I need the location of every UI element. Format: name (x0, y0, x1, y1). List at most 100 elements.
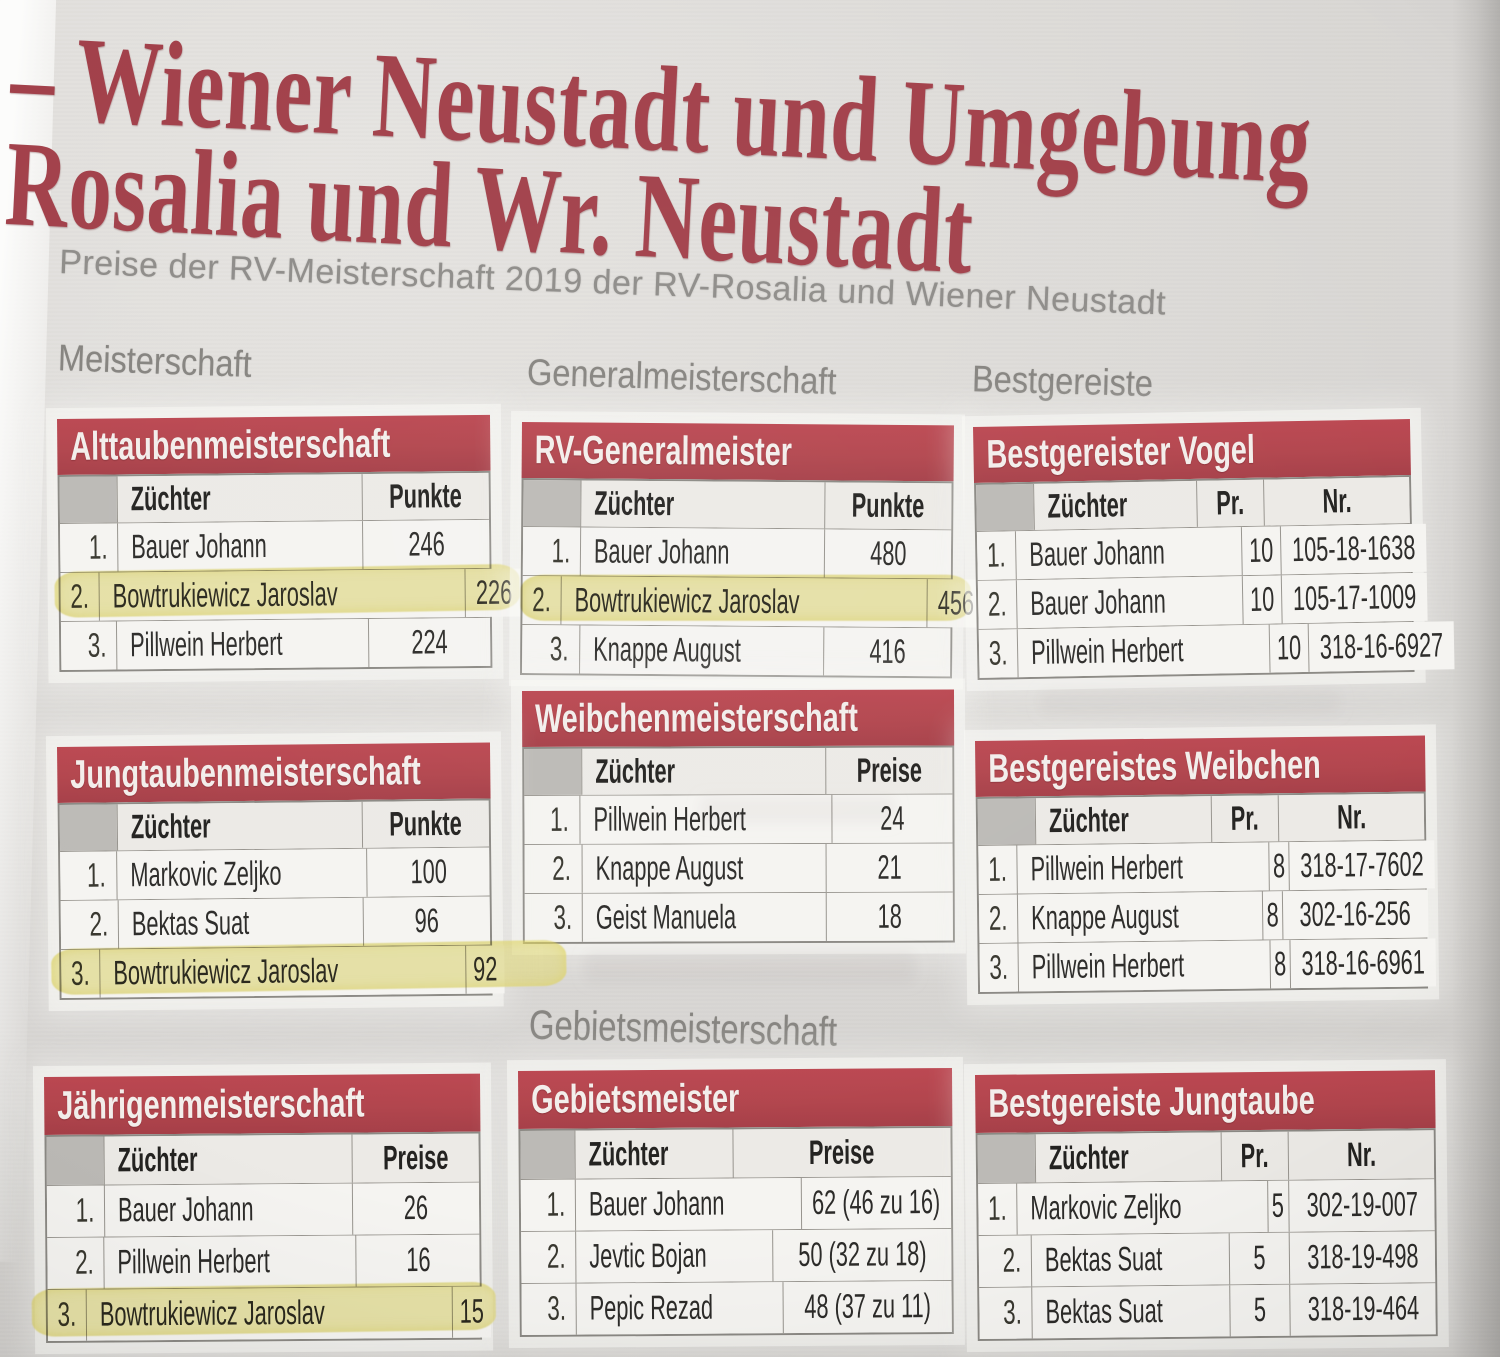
ghost-showthrough (585, 952, 915, 982)
preise-column-header: Preise (351, 1133, 479, 1183)
table-title: RV-Generalmeister (534, 427, 793, 474)
header-row: Züchter Pr. Nr. (977, 793, 1425, 845)
table-bestgereister-vogel: Bestgereister Vogel Züchter Pr. Nr. 1. B… (973, 418, 1455, 680)
name-cell: Knappe August (578, 625, 824, 676)
rank-cell: 3. (522, 625, 580, 674)
rank-cell: 2. (47, 1237, 104, 1289)
table-rv-generalmeister: RV-Generalmeister Züchter Punkte 1. Baue… (520, 422, 985, 679)
table-row: 2. Pillwein Herbert 16 (47, 1233, 480, 1289)
rank-cell: 1. (60, 523, 118, 572)
table-row: 3. Pillwein Herbert 10 318-16-6927 (978, 620, 1455, 678)
table-title-band: Bestgereistes Weibchen (975, 735, 1426, 797)
name-cell: Bauer Johann (1016, 576, 1243, 629)
table-row: 1. Bauer Johann 62 (46 zu 16) (520, 1175, 952, 1231)
section-label-generalmeisterschaft: Generalmeisterschaft (526, 351, 838, 403)
value-cell: 16 (355, 1234, 480, 1287)
table-row: 2. Jevtic Bojan 50 (32 zu 18) (521, 1227, 952, 1283)
header-row: Züchter Punkte (523, 480, 952, 530)
table-title: Bestgereistes Weibchen (988, 742, 1321, 791)
name-cell: Pepic Rezad (575, 1282, 783, 1335)
name-cell: Bauer Johann (1015, 527, 1242, 580)
table-title-band: Jungtaubenmeisterschaft (57, 742, 491, 803)
header-row: Züchter Pr. Nr. (976, 477, 1410, 531)
table-row: 2. Bektas Suat 5 318-19-498 (978, 1230, 1436, 1287)
name-cell: Knappe August (1017, 891, 1263, 943)
results-table: Züchter Pr. Nr. 1. Bauer Johann 10 105-1… (974, 474, 1455, 680)
rank-cell: 1. (976, 531, 1017, 580)
rank-cell: 2. (521, 1231, 576, 1283)
header-row: Züchter Preise (520, 1127, 951, 1179)
nr-cell: 318-19-464 (1289, 1283, 1436, 1336)
value-cell: 96 (362, 896, 491, 946)
table-title-band: Bestgereiste Jungtaube (975, 1070, 1436, 1133)
zuechter-column-header: Züchter (1034, 796, 1212, 845)
table-jaehrigenmeisterschaft: Jährigenmeisterschaft Züchter Preise 1. … (31, 1073, 497, 1343)
ghost-showthrough (700, 797, 895, 823)
rank-column-header (59, 804, 118, 851)
nr-column-header: Nr. (1263, 477, 1410, 526)
zuechter-column-header: Züchter (580, 480, 825, 529)
pr-cell: 8 (1269, 940, 1291, 989)
table-row: 1. Markovic Zeljko 100 (60, 846, 490, 900)
rank-column-header (524, 748, 582, 795)
pr-cell: 5 (1266, 1180, 1289, 1232)
table-gebietsmeister: Gebietsmeister Züchter Preise 1. Bauer J… (518, 1067, 954, 1337)
value-cell: 480 (823, 529, 952, 579)
table-row: 2. Bektas Suat 96 (60, 895, 491, 949)
highlight-marker (520, 574, 971, 621)
table-row: 1. Bauer Johann 480 (522, 526, 952, 579)
section-label-gebietsmeisterschaft: Gebietsmeisterschaft (528, 1001, 838, 1055)
zuechter-column-header: Züchter (1034, 1132, 1222, 1183)
nr-cell: 318-19-498 (1288, 1231, 1436, 1284)
value-cell: 21 (826, 843, 953, 892)
name-cell: Markovic Zeljko (1016, 1180, 1268, 1235)
table-row: 2. Knappe August 8 302-16-256 (978, 888, 1429, 943)
preise-column-header: Preise (825, 747, 953, 794)
pr-cell: 10 (1241, 575, 1282, 625)
nr-cell: 105-18-1638 (1279, 523, 1427, 575)
table-row: 1. Bauer Johann 246 (59, 518, 490, 572)
zuechter-column-header: Züchter (103, 1134, 352, 1185)
value-cell: 26 (351, 1182, 480, 1235)
table-row: 3. Knappe August 416 (522, 624, 951, 677)
header-row: Züchter Punkte (59, 800, 490, 851)
name-cell: Bauer Johann (117, 521, 363, 572)
pr-column-header: Pr. (1196, 479, 1264, 527)
table-title: Gebietsmeister (531, 1075, 740, 1122)
name-cell: Bektas Suat (1030, 1233, 1229, 1287)
table-title: Bestgereiste Jungtaube (988, 1077, 1316, 1126)
header-row: Züchter Pr. Nr. (977, 1130, 1435, 1183)
name-cell: Bektas Suat (1031, 1285, 1230, 1339)
results-table: Züchter Pr. Nr. 1. Pillwein Herbert 8 31… (975, 791, 1437, 994)
pr-column-header: Pr. (1210, 795, 1279, 843)
rank-cell: 2. (978, 1235, 1032, 1287)
table-jungtaubenmeisterschaft: Jungtaubenmeisterschaft Züchter Punkte 1… (50, 742, 567, 1000)
table-title-band: Gebietsmeister (518, 1067, 953, 1129)
rank-cell: 1. (46, 1185, 105, 1237)
table-alttaubenmeisterschaft: Alttaubenmeisterschaft Züchter Punkte 1.… (54, 414, 523, 672)
pr-cell: 8 (1268, 842, 1290, 891)
paper-edge-right (1452, 0, 1500, 1357)
ghost-showthrough (1040, 690, 1340, 714)
table-title: Jährigenmeisterschaft (57, 1080, 365, 1128)
name-cell: Markovic Zeljko (115, 848, 367, 900)
name-cell: Bauer Johann (574, 1178, 801, 1231)
highlight-marker (50, 939, 567, 996)
section-label-meisterschaft: Meisterschaft (57, 337, 253, 385)
zuechter-column-header: Züchter (116, 474, 362, 523)
rank-column-header (520, 1130, 575, 1179)
value-cell: 62 (46 zu 16) (800, 1176, 952, 1230)
value-cell: 246 (361, 519, 490, 570)
table-row: 3. Bektas Suat 5 318-19-464 (979, 1282, 1436, 1339)
nr-cell: 318-16-6927 (1307, 621, 1455, 672)
table-row: 3. Pillwein Herbert 8 318-16-6961 (979, 937, 1437, 992)
value-cell: 224 (368, 617, 491, 668)
zuechter-column-header: Züchter (1033, 480, 1197, 530)
rank-cell: 1. (978, 845, 1018, 894)
nr-cell: 105-17-1009 (1280, 572, 1428, 624)
table-title: Bestgereister Vogel (986, 427, 1256, 477)
name-cell: Knappe August (581, 843, 827, 893)
nr-cell: 318-17-7602 (1288, 840, 1436, 891)
name-cell: Bauer Johann (103, 1183, 353, 1237)
value-cell: 100 (365, 847, 490, 897)
